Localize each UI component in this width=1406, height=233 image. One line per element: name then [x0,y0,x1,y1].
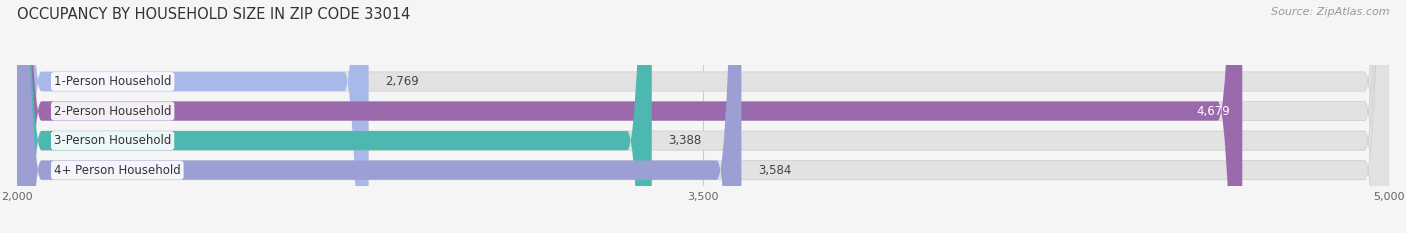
FancyBboxPatch shape [17,0,1389,233]
Text: Source: ZipAtlas.com: Source: ZipAtlas.com [1271,7,1389,17]
FancyBboxPatch shape [17,0,652,233]
FancyBboxPatch shape [17,0,1243,233]
FancyBboxPatch shape [17,0,741,233]
FancyBboxPatch shape [17,0,1389,233]
Text: 2,769: 2,769 [385,75,419,88]
Text: 2-Person Household: 2-Person Household [53,105,172,117]
Text: 4+ Person Household: 4+ Person Household [53,164,181,177]
Text: 3,388: 3,388 [668,134,702,147]
Text: OCCUPANCY BY HOUSEHOLD SIZE IN ZIP CODE 33014: OCCUPANCY BY HOUSEHOLD SIZE IN ZIP CODE … [17,7,411,22]
FancyBboxPatch shape [17,0,1389,233]
Text: 1-Person Household: 1-Person Household [53,75,172,88]
Text: 3,584: 3,584 [758,164,792,177]
Text: 3-Person Household: 3-Person Household [53,134,172,147]
Text: 4,679: 4,679 [1197,105,1230,117]
FancyBboxPatch shape [17,0,1389,233]
FancyBboxPatch shape [17,0,368,233]
